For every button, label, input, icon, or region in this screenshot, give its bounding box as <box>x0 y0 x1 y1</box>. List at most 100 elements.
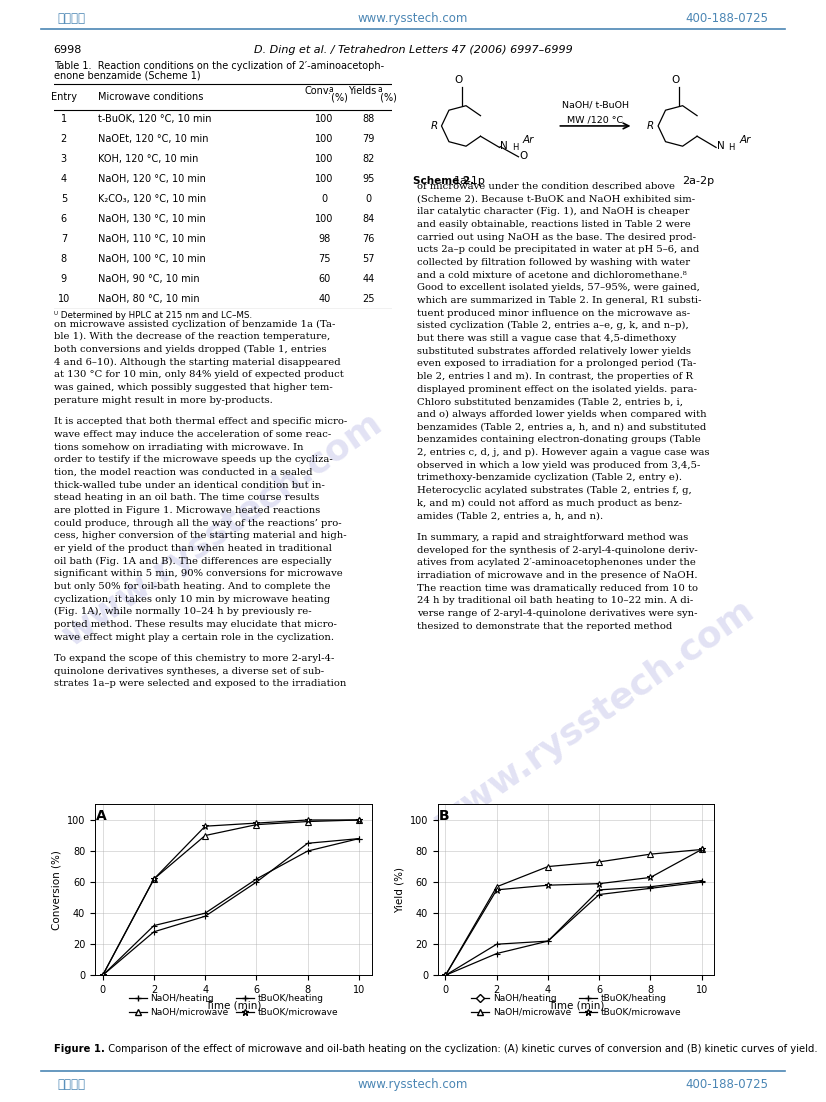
Text: and o) always afforded lower yields when compared with: and o) always afforded lower yields when… <box>417 410 707 419</box>
Text: displayed prominent effect on the isolated yields. para-: displayed prominent effect on the isolat… <box>417 385 697 393</box>
Text: are plotted in Figure 1. Microwave heated reactions: are plotted in Figure 1. Microwave heate… <box>54 506 320 515</box>
Text: K₂CO₃, 120 °C, 10 min: K₂CO₃, 120 °C, 10 min <box>97 194 206 204</box>
Text: 3: 3 <box>61 154 67 164</box>
Text: cyclization, it takes only 10 min by microwave heating: cyclization, it takes only 10 min by mic… <box>54 595 330 604</box>
Text: 5: 5 <box>61 194 67 204</box>
Text: H: H <box>511 143 518 152</box>
Text: 2, entries c, d, j, and p). However again a vague case was: 2, entries c, d, j, and p). However agai… <box>417 447 710 457</box>
Text: www.rysstech.com: www.rysstech.com <box>429 593 761 840</box>
Text: 100: 100 <box>316 115 334 125</box>
Text: at 130 °C for 10 min, only 84% yield of expected product: at 130 °C for 10 min, only 84% yield of … <box>54 370 344 379</box>
Text: amides (Table 2, entries a, h, and n).: amides (Table 2, entries a, h, and n). <box>417 511 603 520</box>
Text: 100: 100 <box>316 214 334 224</box>
Text: tion, the model reaction was conducted in a sealed: tion, the model reaction was conducted i… <box>54 468 312 477</box>
Text: ported method. These results may elucidate that micro-: ported method. These results may elucida… <box>54 620 336 629</box>
Text: 1: 1 <box>61 115 67 125</box>
Text: NaOH, 100 °C, 10 min: NaOH, 100 °C, 10 min <box>97 253 206 263</box>
Y-axis label: Conversion (%): Conversion (%) <box>51 850 61 930</box>
Text: 6998: 6998 <box>54 45 82 55</box>
Text: trimethoxy-benzamide cyclization (Table 2, entry e).: trimethoxy-benzamide cyclization (Table … <box>417 473 682 483</box>
Text: NaOH, 130 °C, 10 min: NaOH, 130 °C, 10 min <box>97 214 206 224</box>
Text: 耐士科技: 耐士科技 <box>58 1078 86 1091</box>
Text: 0: 0 <box>321 194 328 204</box>
Text: benzamides (Table 2, entries a, h, and n) and substituted: benzamides (Table 2, entries a, h, and n… <box>417 422 706 432</box>
Text: H: H <box>729 143 734 152</box>
Text: Microwave conditions: Microwave conditions <box>97 93 203 102</box>
Text: which are summarized in Table 2. In general, R1 substi-: which are summarized in Table 2. In gene… <box>417 295 701 305</box>
Text: NaOEt, 120 °C, 10 min: NaOEt, 120 °C, 10 min <box>97 134 208 144</box>
Text: 95: 95 <box>363 174 375 184</box>
Text: 4: 4 <box>61 174 67 184</box>
Text: Good to excellent isolated yields, 57–95%, were gained,: Good to excellent isolated yields, 57–95… <box>417 283 700 292</box>
Text: verse range of 2-aryl-4-quinolone derivatives were syn-: verse range of 2-aryl-4-quinolone deriva… <box>417 609 698 618</box>
Text: (Scheme 2). Because t-BuOK and NaOH exhibited sim-: (Scheme 2). Because t-BuOK and NaOH exhi… <box>417 195 695 204</box>
Text: Table 1.  Reaction conditions on the cyclization of 2′-aminoacetoph-: Table 1. Reaction conditions on the cycl… <box>54 61 384 71</box>
Text: 84: 84 <box>363 214 375 224</box>
Text: was gained, which possibly suggested that higher tem-: was gained, which possibly suggested tha… <box>54 382 332 392</box>
Legend: NaOH/heating, NaOH/microwave, tBuOK/heating, tBuOK/microwave: NaOH/heating, NaOH/microwave, tBuOK/heat… <box>125 991 342 1020</box>
Text: enone benzamide (Scheme 1): enone benzamide (Scheme 1) <box>54 71 201 80</box>
Text: 40: 40 <box>319 293 330 304</box>
Text: ilar catalytic character (Fig. 1), and NaOH is cheaper: ilar catalytic character (Fig. 1), and N… <box>417 207 690 216</box>
Text: The reaction time was dramatically reduced from 10 to: The reaction time was dramatically reduc… <box>417 584 698 593</box>
Text: NaOH, 120 °C, 10 min: NaOH, 120 °C, 10 min <box>97 174 206 184</box>
Text: Entry: Entry <box>51 93 77 102</box>
Text: Ar: Ar <box>739 134 751 145</box>
Text: 25: 25 <box>363 293 375 304</box>
Text: NaOH, 90 °C, 10 min: NaOH, 90 °C, 10 min <box>97 273 199 283</box>
Text: could produce, through all the way of the reactions’ pro-: could produce, through all the way of th… <box>54 519 341 528</box>
Text: observed in which a low yield was produced from 3,4,5-: observed in which a low yield was produc… <box>417 461 700 469</box>
Text: B: B <box>439 809 449 823</box>
Text: Scheme 2.: Scheme 2. <box>413 176 474 186</box>
Text: a: a <box>377 85 382 95</box>
Text: To expand the scope of this chemistry to more 2-aryl-4-: To expand the scope of this chemistry to… <box>54 655 334 663</box>
Text: 1a-1p: 1a-1p <box>454 176 486 186</box>
Text: thesized to demonstrate that the reported method: thesized to demonstrate that the reporte… <box>417 622 672 630</box>
Text: 400-188-0725: 400-188-0725 <box>686 1078 768 1091</box>
Text: (%): (%) <box>377 93 397 102</box>
Text: wave effect might play a certain role in the cyclization.: wave effect might play a certain role in… <box>54 633 334 641</box>
Text: ble 2, entries l and m). In contrast, the properties of R: ble 2, entries l and m). In contrast, th… <box>417 371 693 381</box>
Text: It is accepted that both thermal effect and specific micro-: It is accepted that both thermal effect … <box>54 418 347 426</box>
Text: order to testify if the microwave speeds up the cycliza-: order to testify if the microwave speeds… <box>54 455 332 464</box>
Text: and a cold mixture of acetone and dichloromethane.⁸: and a cold mixture of acetone and dichlo… <box>417 270 687 280</box>
Text: k, and m) could not afford as much product as benz-: k, and m) could not afford as much produ… <box>417 498 682 508</box>
Text: 60: 60 <box>319 273 330 283</box>
Text: 400-188-0725: 400-188-0725 <box>686 12 768 25</box>
Text: In summary, a rapid and straightforward method was: In summary, a rapid and straightforward … <box>417 533 688 542</box>
Text: R: R <box>430 121 438 131</box>
Text: Comparison of the effect of microwave and oil-bath heating on the cyclization: (: Comparison of the effect of microwave an… <box>102 1044 817 1054</box>
Text: t-BuOK, 120 °C, 10 min: t-BuOK, 120 °C, 10 min <box>97 115 211 125</box>
Text: oil bath (Fig. 1A and B). The differences are especially: oil bath (Fig. 1A and B). The difference… <box>54 557 331 565</box>
Text: 4 and 6–10). Although the starting material disappeared: 4 and 6–10). Although the starting mater… <box>54 357 340 367</box>
Text: strates 1a–p were selected and exposed to the irradiation: strates 1a–p were selected and exposed t… <box>54 680 346 689</box>
Text: MW /120 °C: MW /120 °C <box>567 116 624 125</box>
Y-axis label: Yield (%): Yield (%) <box>394 867 404 912</box>
Text: 100: 100 <box>316 134 334 144</box>
X-axis label: Time (min): Time (min) <box>548 1001 605 1011</box>
Text: www.rysstech.com: www.rysstech.com <box>57 406 389 652</box>
Text: quinolone derivatives syntheses, a diverse set of sub-: quinolone derivatives syntheses, a diver… <box>54 667 324 676</box>
Text: R: R <box>647 121 654 131</box>
Text: 8: 8 <box>61 253 67 263</box>
Text: 79: 79 <box>363 134 375 144</box>
Text: 82: 82 <box>363 154 375 164</box>
Text: 88: 88 <box>363 115 375 125</box>
Text: even exposed to irradiation for a prolonged period (Ta-: even exposed to irradiation for a prolon… <box>417 359 696 368</box>
Text: irradiation of microwave and in the presence of NaOH.: irradiation of microwave and in the pres… <box>417 571 698 580</box>
Text: er yield of the product than when heated in traditional: er yield of the product than when heated… <box>54 544 331 553</box>
Text: 耐士科技: 耐士科技 <box>58 12 86 25</box>
Text: but there was still a vague case that 4,5-dimethoxy: but there was still a vague case that 4,… <box>417 334 676 343</box>
Text: NaOH, 110 °C, 10 min: NaOH, 110 °C, 10 min <box>97 234 206 244</box>
Text: (Fig. 1A), while normally 10–24 h by previously re-: (Fig. 1A), while normally 10–24 h by pre… <box>54 607 311 616</box>
Text: D. Ding et al. / Tetrahedron Letters 47 (2006) 6997–6999: D. Ding et al. / Tetrahedron Letters 47 … <box>254 45 572 55</box>
Text: www.rysstech.com: www.rysstech.com <box>358 12 468 25</box>
Text: O: O <box>520 151 528 161</box>
Text: NaOH, 80 °C, 10 min: NaOH, 80 °C, 10 min <box>97 293 199 304</box>
Text: substituted substrates afforded relatively lower yields: substituted substrates afforded relative… <box>417 346 691 356</box>
Text: 24 h by traditional oil bath heating to 10–22 min. A di-: 24 h by traditional oil bath heating to … <box>417 596 693 605</box>
Text: ble 1). With the decrease of the reaction temperature,: ble 1). With the decrease of the reactio… <box>54 333 330 342</box>
Text: developed for the synthesis of 2-aryl-4-quinolone deriv-: developed for the synthesis of 2-aryl-4-… <box>417 545 698 554</box>
Text: and easily obtainable, reactions listed in Table 2 were: and easily obtainable, reactions listed … <box>417 220 691 229</box>
Text: carried out using NaOH as the base. The desired prod-: carried out using NaOH as the base. The … <box>417 233 696 241</box>
